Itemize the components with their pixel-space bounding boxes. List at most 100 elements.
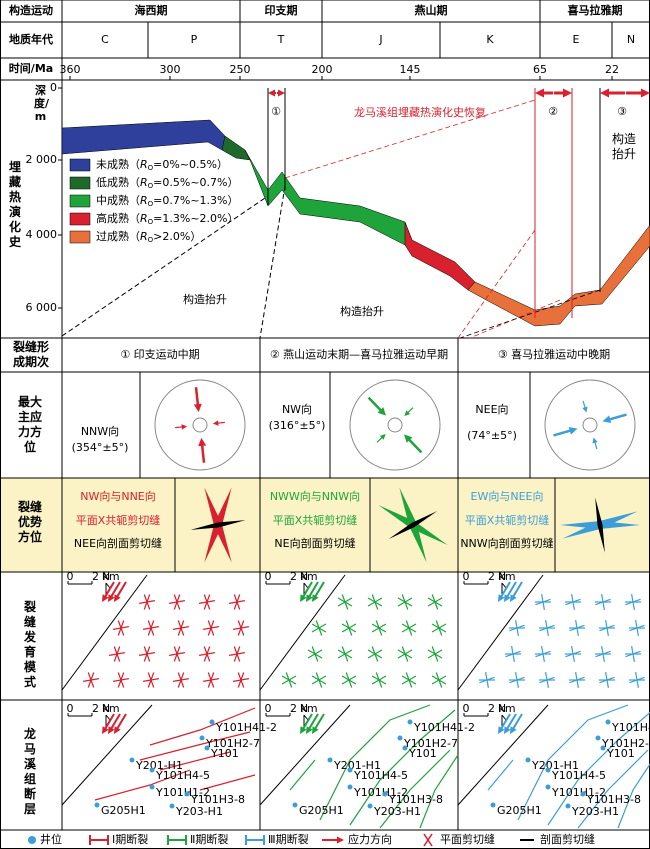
legend-label: 平面剪切缝	[440, 832, 495, 846]
arrow	[504, 594, 511, 602]
well	[199, 735, 205, 741]
arrow	[602, 415, 612, 424]
line	[631, 646, 635, 662]
arrow	[102, 594, 109, 602]
row-label: 龙马溪组断层	[23, 727, 36, 816]
line	[314, 713, 325, 730]
legend-range: =1.3%~2.0%）	[153, 212, 238, 225]
line	[203, 678, 219, 682]
ro-subscript: O	[148, 200, 154, 208]
orientation-text: 平面X共轭剪切缝	[76, 513, 161, 527]
scale-label: 0	[265, 702, 272, 715]
well-label: Y203-H1	[175, 805, 223, 818]
ro-subscript: O	[148, 182, 154, 190]
line	[104, 581, 115, 598]
line	[371, 675, 387, 685]
line	[545, 620, 549, 636]
well-label: Y101H1-2	[551, 786, 606, 799]
arrow	[535, 88, 544, 98]
uplift-label: 构造抬升	[340, 304, 384, 318]
well	[490, 802, 496, 808]
legend-swatch	[69, 230, 91, 244]
arrow	[212, 420, 219, 426]
well	[347, 784, 353, 790]
line	[512, 713, 523, 730]
legend-label: 井位	[40, 832, 62, 846]
fault-line	[149, 707, 256, 746]
line	[485, 672, 489, 688]
line	[457, 574, 544, 691]
well-label: Y101H41-2	[611, 721, 650, 734]
arrow	[504, 726, 511, 734]
line	[229, 600, 245, 604]
well-label: Y101H4-5	[353, 769, 408, 782]
rose-petal	[595, 497, 605, 553]
line	[376, 436, 383, 443]
period: K	[486, 33, 494, 46]
legend-name: 高成熟（	[96, 211, 140, 225]
line	[61, 195, 269, 337]
well-label: Y101H2-7	[403, 737, 458, 750]
ro-symbol: R	[140, 158, 148, 171]
shape	[467, 224, 650, 327]
line	[575, 620, 579, 636]
arrow	[198, 437, 207, 447]
orientation-text: EW向与NEE向	[471, 489, 544, 503]
well	[580, 791, 586, 797]
line	[500, 713, 511, 730]
row-label: 裂缝优势方位	[17, 500, 42, 544]
line	[341, 675, 357, 685]
scale-label: 2 km	[92, 570, 120, 583]
ro-symbol: R	[140, 230, 148, 243]
well	[367, 803, 373, 809]
line	[506, 581, 517, 598]
arrow	[568, 426, 578, 435]
stage-marker: ①	[271, 105, 281, 118]
well	[204, 745, 210, 751]
legend-name: 中成熟（	[96, 193, 140, 207]
time-tick: 300	[160, 63, 181, 76]
row-label: 埋藏热演化史	[8, 160, 21, 249]
well-label: Y201-H1	[135, 759, 183, 772]
arrow	[510, 726, 517, 734]
well-label: Y101H4-5	[155, 769, 210, 782]
well	[347, 767, 353, 773]
stage-marker: ②	[548, 105, 558, 118]
line	[311, 675, 327, 685]
time-tick: 145	[400, 63, 421, 76]
ro-symbol: R	[140, 212, 148, 225]
line	[302, 713, 313, 730]
depth-tick: 6 000	[26, 301, 58, 314]
legend-label: Ⅲ期断裂	[268, 832, 309, 846]
legend-range: =0.5%~0.7%）	[153, 176, 238, 189]
legend-name: 未成熟（	[96, 157, 140, 171]
line	[631, 594, 635, 610]
line	[116, 581, 127, 598]
period: T	[277, 33, 285, 46]
line	[303, 714, 309, 721]
well	[407, 719, 413, 725]
fault-line	[94, 769, 191, 801]
line	[337, 597, 353, 607]
shape	[244, 149, 413, 246]
arrow	[181, 424, 188, 430]
well	[397, 735, 403, 741]
stress-angle: (354°±5°)	[72, 441, 129, 454]
line	[110, 581, 121, 598]
stress-angle: (74°±5°)	[467, 429, 517, 442]
line	[169, 652, 185, 656]
line	[407, 407, 414, 414]
line	[427, 597, 443, 607]
line	[545, 672, 549, 688]
depth-label: 深度/m	[34, 84, 50, 123]
well	[129, 757, 135, 763]
arrow	[379, 434, 386, 440]
arrow	[278, 89, 285, 97]
burial-title: 龙马溪组埋藏热演化史恢复	[354, 105, 486, 119]
period: E	[573, 33, 580, 46]
well-label: Y101H41-2	[215, 721, 277, 734]
shape	[221, 135, 251, 161]
ro-subscript: O	[148, 164, 154, 172]
line	[104, 713, 115, 730]
stage-marker: ③	[617, 105, 627, 118]
